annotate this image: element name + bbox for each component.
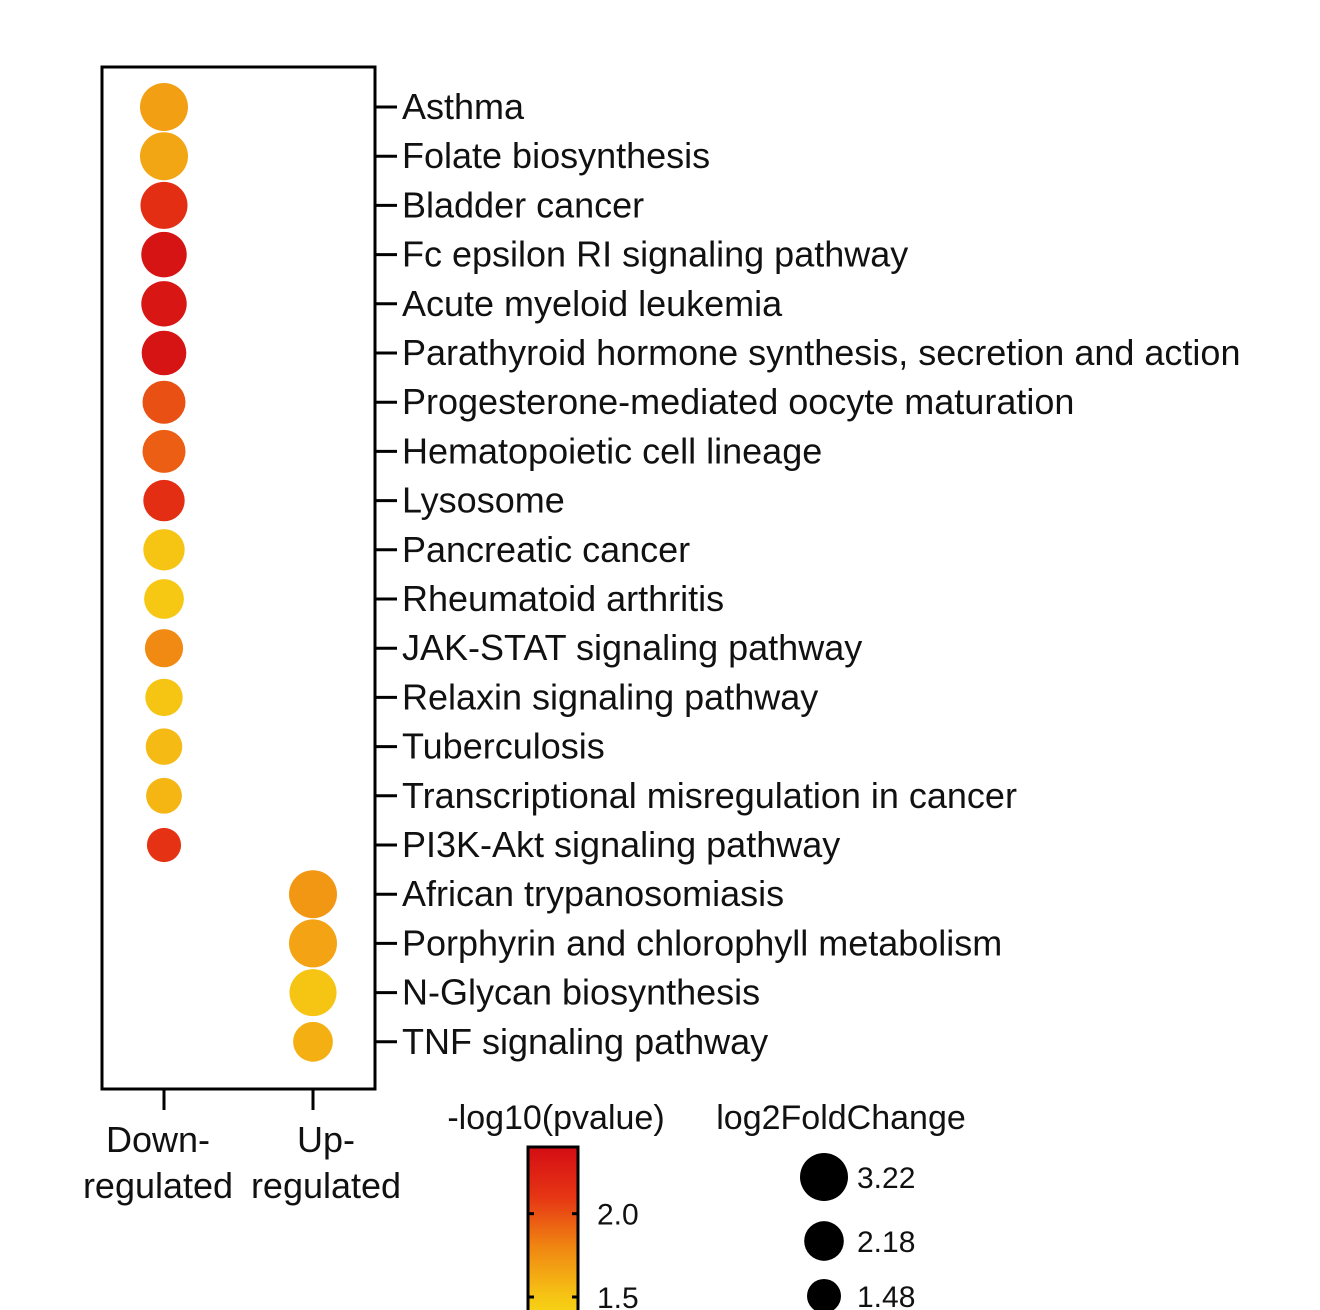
- data-point: [141, 231, 187, 278]
- y-tick-label: Tuberculosis: [402, 726, 605, 767]
- data-point: [289, 919, 337, 968]
- y-tick-label: Rheumatoid arthritis: [402, 578, 724, 619]
- y-tick-label: Progesterone-mediated oocyte maturation: [402, 381, 1074, 422]
- y-tick-label: N-Glycan biosynthesis: [402, 972, 760, 1013]
- color-bar-ticks: 2.0 1.5: [528, 1199, 639, 1310]
- y-tick-label: Folate biosynthesis: [402, 135, 710, 176]
- size-legend-label: 2.18: [857, 1226, 915, 1259]
- color-bar-tick-label: 2.0: [597, 1199, 639, 1232]
- size-legend-label: 1.48: [857, 1281, 915, 1310]
- data-point: [141, 281, 187, 327]
- data-point: [141, 330, 187, 376]
- y-tick-label: Fc epsilon RI signaling pathway: [402, 234, 908, 275]
- x-tick-label: Up-regulated: [251, 1119, 401, 1206]
- color-bar: [526, 1145, 580, 1310]
- y-tick-label: Relaxin signaling pathway: [402, 676, 818, 717]
- y-tick-label: Porphyrin and chlorophyll metabolism: [402, 922, 1002, 963]
- data-point: [140, 132, 188, 181]
- y-tick-label: Hematopoietic cell lineage: [402, 430, 822, 471]
- color-legend: -log10(pvalue) 2.0 1.5: [447, 1099, 665, 1310]
- y-tick-label: Transcriptional misregulation in cancer: [402, 775, 1017, 816]
- data-point: [146, 827, 182, 863]
- data-point: [143, 529, 185, 571]
- data-point: [293, 1021, 333, 1062]
- data-point: [142, 429, 186, 473]
- data-point: [142, 380, 186, 424]
- data-point: [140, 181, 188, 229]
- y-axis-labels: Asthma Folate biosynthesis Bladder cancer F…: [375, 86, 1240, 1062]
- y-tick-label: TNF signaling pathway: [402, 1021, 768, 1062]
- data-point: [289, 870, 337, 919]
- size-legend-label: 3.22: [857, 1162, 915, 1195]
- size-legend-dot: [807, 1279, 841, 1310]
- data-point: [143, 479, 185, 522]
- y-tick-label: Lysosome: [402, 480, 565, 521]
- size-legend: log2FoldChange 3.22 2.18 1.48: [716, 1099, 966, 1310]
- data-point: [146, 777, 182, 814]
- size-legend-title: log2FoldChange: [716, 1099, 966, 1137]
- size-legend-dot: [800, 1153, 848, 1201]
- color-bar-tick-label: 1.5: [597, 1282, 639, 1310]
- data-point: [289, 969, 337, 1017]
- size-legend-items: 3.22 2.18 1.48: [800, 1153, 915, 1310]
- y-tick-label: African trypanosomiasis: [402, 873, 784, 914]
- data-point: [140, 83, 188, 131]
- size-legend-dot: [804, 1221, 844, 1261]
- data-point: [144, 579, 184, 619]
- y-tick-label: Asthma: [402, 86, 525, 127]
- data-point: [144, 629, 184, 668]
- y-tick-label: Pancreatic cancer: [402, 529, 690, 570]
- x-tick-label: Down-regulated: [83, 1119, 233, 1206]
- data-point: [145, 728, 183, 765]
- y-tick-label: JAK-STAT signaling pathway: [402, 627, 862, 668]
- color-legend-title: -log10(pvalue): [447, 1099, 664, 1137]
- y-tick-label: Bladder cancer: [402, 184, 644, 225]
- y-tick-label: Acute myeloid leukemia: [402, 283, 783, 324]
- y-tick-label: PI3K-Akt signaling pathway: [402, 824, 840, 865]
- plot-frame: [100, 65, 377, 1091]
- data-point: [145, 678, 183, 717]
- y-tick-label: Parathyroid hormone synthesis, secretion…: [402, 332, 1240, 373]
- points-layer: [140, 83, 337, 1062]
